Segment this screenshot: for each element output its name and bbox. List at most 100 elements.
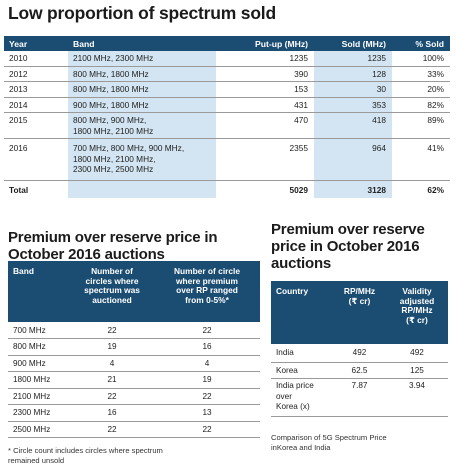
- footnote: * Circle count includes circles where sp…: [8, 446, 163, 465]
- header-rp-mhz: RP/MHz (₹ cr): [333, 281, 386, 344]
- band-cell: 800 MHz, 900 MHz, 1800 MHz, 2100 MHz: [68, 112, 216, 139]
- circles-premium-cell: 16: [154, 338, 260, 356]
- table-row: 2012 800 MHz, 1800 MHz 390 128 33%: [4, 66, 450, 82]
- table-header-row: Band Number of circles where spectrum wa…: [8, 261, 260, 322]
- putup-cell: 470: [216, 112, 314, 139]
- band-cell: 2100 MHz, 2300 MHz: [68, 51, 216, 67]
- band-cell: 900 MHz, 1800 MHz: [68, 97, 216, 113]
- pct-cell: 89%: [392, 112, 450, 139]
- putup-cell: 390: [216, 66, 314, 82]
- band-cell: 900 MHz: [8, 355, 70, 372]
- header-circles-premium: Number of circle where premium over RP r…: [154, 261, 260, 322]
- sold-cell: 1235: [314, 51, 392, 67]
- band-cell: 700 MHz, 800 MHz, 900 MHz, 1800 MHz, 210…: [68, 138, 216, 181]
- spectrum-sold-table: Year Band Put-up (MHz) Sold (MHz) % Sold…: [4, 36, 450, 198]
- header-band: Band: [8, 261, 70, 322]
- circles-auctioned-cell: 19: [70, 338, 154, 356]
- total-sold: 3128: [314, 180, 392, 198]
- header-validity-rp: Validity adjusted RP/MHz (₹ cr): [386, 281, 448, 344]
- total-pct: 62%: [427, 184, 444, 195]
- premium-band-table: Band Number of circles where spectrum wa…: [8, 261, 260, 438]
- table-row: 2014 900 MHz, 1800 MHz 431 353 82%: [4, 97, 450, 113]
- circles-premium-cell: 22: [154, 421, 260, 438]
- circles-auctioned-cell: 21: [70, 371, 154, 389]
- left-section-title: Premium over reserve price in October 20…: [8, 229, 218, 263]
- rp-mhz-cell: 7.87: [333, 378, 386, 417]
- right-section-title: Premium over reserve price in October 20…: [271, 221, 425, 272]
- table-row: 2300 MHz 16 13: [8, 404, 260, 422]
- circles-auctioned-cell: 22: [70, 322, 154, 339]
- band-cell: 2300 MHz: [8, 404, 70, 422]
- band-cell: 800 MHz: [8, 338, 70, 356]
- header-sold: Sold (MHz): [314, 36, 392, 51]
- year-cell: 2014: [4, 97, 68, 113]
- table-row: 900 MHz 4 4: [8, 355, 260, 372]
- table-row: 2013 800 MHz, 1800 MHz 153 30 20%: [4, 81, 450, 98]
- total-row: Total 5029 3128 62%: [4, 180, 450, 198]
- table-row: 2016 700 MHz, 800 MHz, 900 MHz, 1800 MHz,…: [4, 138, 450, 181]
- putup-cell: 1235: [216, 51, 314, 67]
- rp-mhz-cell: 492: [333, 344, 386, 363]
- year-cell: 2012: [4, 66, 68, 82]
- pct-cell: 20%: [392, 81, 450, 98]
- table-row: India 492 492: [271, 344, 448, 363]
- table-row: 2500 MHz 22 22: [8, 421, 260, 438]
- table-row: 700 MHz 22 22: [8, 322, 260, 339]
- validity-rp-cell: 3.94: [386, 378, 448, 417]
- table-row: 2010 2100 MHz, 2300 MHz 1235 1235 100%: [4, 51, 450, 67]
- table-row: 2100 MHz 22 22: [8, 388, 260, 405]
- table-row: 1800 MHz 21 19: [8, 371, 260, 389]
- sold-cell: 964: [314, 138, 392, 181]
- putup-cell: 431: [216, 97, 314, 113]
- year-cell: 2013: [4, 81, 68, 98]
- pct-cell: 41%: [392, 138, 450, 181]
- caption: Comparison of 5G Spectrum Price inKorea …: [271, 433, 387, 452]
- band-cell: 1800 MHz: [8, 371, 70, 389]
- header-country: Country: [271, 281, 333, 344]
- header-circles-auctioned: Number of circles where spectrum was auc…: [70, 261, 154, 322]
- band-cell: 2100 MHz: [8, 388, 70, 405]
- table-row: 800 MHz 19 16: [8, 338, 260, 356]
- table-row: 2015 800 MHz, 900 MHz, 1800 MHz, 2100 MHz…: [4, 112, 450, 139]
- country-cell: India price over Korea (x): [271, 378, 333, 417]
- circles-auctioned-cell: 22: [70, 388, 154, 405]
- circles-premium-cell: 22: [154, 322, 260, 339]
- sold-cell: 418: [314, 112, 392, 139]
- table-row: Korea 62.5 125: [271, 362, 448, 379]
- putup-cell: 153: [216, 81, 314, 98]
- pct-cell: 33%: [392, 66, 450, 82]
- header-pct-sold: % Sold: [392, 36, 450, 51]
- band-cell: 700 MHz: [8, 322, 70, 339]
- pct-cell: 100%: [392, 51, 450, 67]
- sold-cell: 353: [314, 97, 392, 113]
- circles-premium-cell: 19: [154, 371, 260, 389]
- header-band: Band: [68, 36, 216, 51]
- sold-cell: 30: [314, 81, 392, 98]
- rp-mhz-cell: 62.5: [333, 362, 386, 379]
- sold-cell: 128: [314, 66, 392, 82]
- table-row: India price over Korea (x) 7.87 3.94: [271, 378, 448, 417]
- spectrum-price-table: Country RP/MHz (₹ cr) Validity adjusted …: [271, 281, 448, 417]
- validity-rp-cell: 492: [386, 344, 448, 363]
- table-header-row: Year Band Put-up (MHz) Sold (MHz) % Sold: [4, 36, 450, 51]
- header-putup: Put-up (MHz): [216, 36, 314, 51]
- band-cell: 2500 MHz: [8, 421, 70, 438]
- table-header-row: Country RP/MHz (₹ cr) Validity adjusted …: [271, 281, 448, 344]
- circles-auctioned-cell: 4: [70, 355, 154, 372]
- total-band-cell: [68, 180, 216, 198]
- country-cell: Korea: [271, 362, 333, 379]
- total-putup: 5029: [289, 184, 308, 195]
- year-cell: 2015: [4, 112, 68, 139]
- validity-rp-cell: 125: [386, 362, 448, 379]
- band-cell: 800 MHz, 1800 MHz: [68, 81, 216, 98]
- total-label: Total: [9, 184, 29, 195]
- circles-auctioned-cell: 22: [70, 421, 154, 438]
- circles-premium-cell: 22: [154, 388, 260, 405]
- band-cell: 800 MHz, 1800 MHz: [68, 66, 216, 82]
- pct-cell: 82%: [392, 97, 450, 113]
- circles-auctioned-cell: 16: [70, 404, 154, 422]
- circles-premium-cell: 4: [154, 355, 260, 372]
- circles-premium-cell: 13: [154, 404, 260, 422]
- header-year: Year: [4, 36, 68, 51]
- year-cell: 2010: [4, 51, 68, 67]
